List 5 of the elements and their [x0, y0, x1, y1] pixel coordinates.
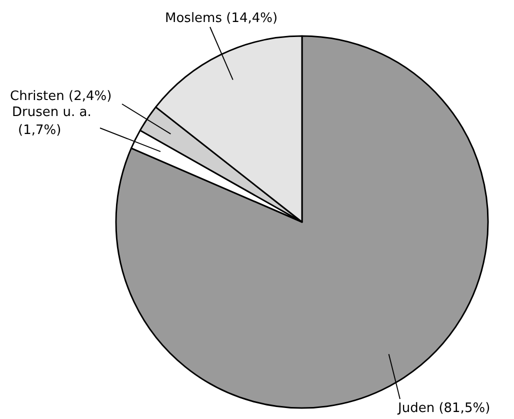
slice-label: Christen (2,4%) [10, 89, 112, 104]
slice-label: Juden (81,5%) [397, 401, 490, 416]
data-label: (1,7%) [18, 123, 62, 138]
slice-label: Moslems (14,4%) [165, 11, 278, 26]
slice-label: Drusen u. a. [12, 105, 92, 120]
